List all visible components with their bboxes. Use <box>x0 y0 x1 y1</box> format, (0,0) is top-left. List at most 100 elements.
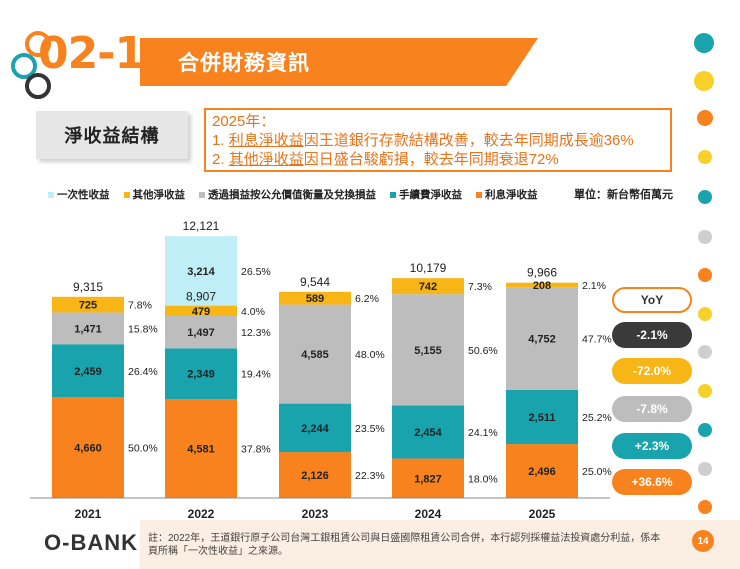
note-line-2: 2. 其他淨收益因日盛台駿虧損，較去年同期衰退72% <box>212 150 664 169</box>
data-label: 725 <box>79 300 97 312</box>
x-tick-label: 2021 <box>75 507 102 521</box>
bar-segment <box>506 444 578 498</box>
note-line-1-number: 1. <box>212 132 225 149</box>
percent-label: 12.3% <box>241 327 271 339</box>
bar-segment <box>392 294 464 406</box>
data-label: 5,155 <box>414 345 442 357</box>
data-label: 2,244 <box>301 423 329 435</box>
note-line-1-subject: 利息淨收益 <box>228 132 304 149</box>
percent-label: 22.3% <box>355 470 385 482</box>
bar-segment <box>165 315 237 349</box>
percent-label: 26.5% <box>241 266 271 278</box>
data-label: 2,496 <box>528 466 556 478</box>
data-label: 3,214 <box>187 266 215 278</box>
yoy-title: YoY <box>612 287 692 313</box>
data-label: 2,454 <box>414 427 442 439</box>
percent-label: 7.3% <box>468 281 492 293</box>
bar-segment <box>52 312 124 345</box>
subtotal-label: 8,907 <box>186 290 216 304</box>
bar-segment <box>279 304 351 404</box>
legend-swatch <box>48 191 54 198</box>
data-label: 742 <box>419 281 437 293</box>
data-label: 589 <box>306 293 324 305</box>
decor-dot-icon <box>694 71 714 91</box>
data-label: 1,827 <box>414 473 442 485</box>
legend-label: 一次性收益 <box>57 189 110 201</box>
percent-label: 4.0% <box>241 306 265 318</box>
data-label: 4,581 <box>187 444 215 456</box>
data-label: 2,126 <box>301 470 329 482</box>
x-tick-label: 2022 <box>188 507 215 521</box>
data-label: 2,459 <box>74 366 102 378</box>
bar-segment <box>392 278 464 295</box>
footer-note: 註：2022年，王道銀行原子公司台灣工銀租賃公司與日盛國際租賃公司合併，本行認列… <box>148 533 661 557</box>
legend-label: 透過損益按公允價值衡量及兌換損益 <box>208 189 376 201</box>
legend-item: 手續費淨收益 <box>390 187 462 202</box>
data-label: 4,585 <box>301 349 329 361</box>
legend-swatch <box>123 191 130 198</box>
percent-label: 24.1% <box>468 427 498 439</box>
decor-dot-icon <box>698 423 712 437</box>
legend-swatch <box>476 191 482 198</box>
bar-segment <box>165 305 237 316</box>
decor-dot-icon <box>698 500 712 514</box>
percent-label: 25.0% <box>582 466 612 478</box>
yoy-pill: -7.8% <box>612 396 692 422</box>
legend-swatch <box>390 191 396 198</box>
note-heading: 2025年： <box>212 113 276 130</box>
legend-label: 利息淨收益 <box>485 189 538 201</box>
percent-label: 37.8% <box>241 444 271 456</box>
legend-item: 其他淨收益 <box>123 187 185 202</box>
data-label: 2,511 <box>529 412 556 424</box>
header-band <box>140 38 538 86</box>
bar-segment <box>165 399 237 498</box>
bar-segment <box>279 291 351 305</box>
bar-segment <box>52 397 124 498</box>
legend-item: 透過損益按公允價值衡量及兌換損益 <box>199 187 376 202</box>
decor-dot-icon <box>698 190 712 204</box>
bar-segment <box>165 236 237 306</box>
yoy-pill: -72.0% <box>612 358 692 384</box>
legend-swatch <box>199 191 205 198</box>
yoy-pill: -2.1% <box>612 322 692 348</box>
decor-dot-icon <box>697 110 713 126</box>
unit-label: 單位：新台幣佰萬元 <box>574 189 673 201</box>
decor-dot-icon <box>698 268 712 282</box>
note-line-1-text: 因王道銀行存款結構改善，較去年同期成長逾36% <box>303 132 634 149</box>
obank-logo: O-BANK <box>44 530 138 555</box>
total-label: 10,179 <box>410 261 447 275</box>
decor-dot-icon <box>698 307 712 321</box>
legend-item: 利息淨收益 <box>476 187 538 202</box>
percent-label: 48.0% <box>355 349 385 361</box>
bar-segment <box>506 389 578 445</box>
yoy-pill: +2.3% <box>612 433 692 459</box>
percent-label: 18.0% <box>468 473 498 485</box>
highlight-note: 2025年： 1. 利息淨收益因王道銀行存款結構改善，較去年同期成長逾36% 2… <box>204 108 672 172</box>
yoy-pill: +36.6% <box>612 469 692 495</box>
percent-label: 50.6% <box>468 345 498 357</box>
data-label: 2,349 <box>187 369 215 381</box>
decor-dot-icon <box>698 345 712 359</box>
decor-dot-icon <box>698 462 712 476</box>
percent-label: 7.8% <box>128 300 152 312</box>
bar-segment <box>279 403 351 453</box>
total-label: 12,121 <box>183 219 220 233</box>
percent-label: 25.2% <box>582 412 612 424</box>
x-tick-label: 2025 <box>529 507 556 521</box>
percent-label: 2.1% <box>582 280 606 292</box>
data-label: 4,660 <box>74 443 102 455</box>
bar-segment <box>279 452 351 498</box>
section-number: 02-1 <box>38 28 145 79</box>
percent-label: 26.4% <box>128 366 158 378</box>
data-label: 1,497 <box>187 327 215 339</box>
page-number: 14 <box>692 530 714 552</box>
decor-dot-icon <box>694 33 714 53</box>
chart-legend: 一次性收益 其他淨收益 透過損益按公允價值衡量及兌換損益 手續費淨收益 利息淨收… <box>48 187 538 202</box>
bar-segment <box>52 296 124 313</box>
percent-label: 6.2% <box>355 293 379 305</box>
percent-label: 47.7% <box>582 334 612 346</box>
note-line-2-text: 因日盛台駿虧損，較去年同期衰退72% <box>303 151 559 168</box>
bar-segment <box>392 405 464 459</box>
decor-dot-icon <box>698 150 712 164</box>
